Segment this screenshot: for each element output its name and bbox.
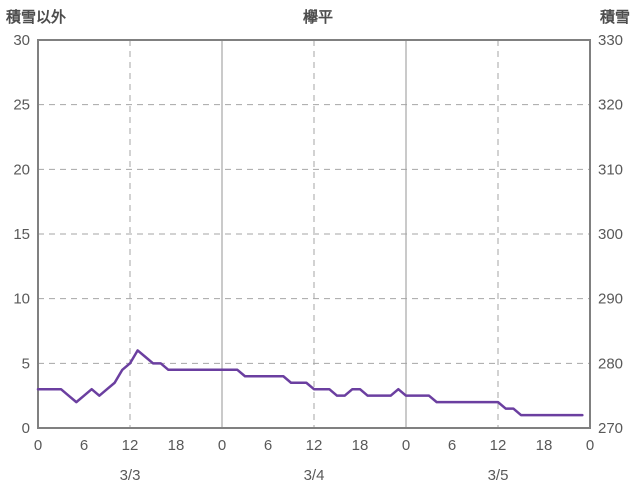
left-axis-tick-label: 5 (22, 355, 30, 372)
right-axis-tick-label: 280 (598, 355, 623, 372)
x-axis-hour-label: 12 (306, 437, 323, 454)
x-axis-date-label: 3/3 (120, 467, 141, 484)
x-axis-hour-label: 6 (264, 437, 272, 454)
right-axis-tick-label: 270 (598, 420, 623, 437)
right-axis-tick-label: 290 (598, 291, 623, 308)
x-axis-hour-label: 18 (168, 437, 185, 454)
x-axis-hour-label: 0 (402, 437, 410, 454)
x-axis-hour-label: 0 (34, 437, 42, 454)
left-axis-tick-label: 20 (13, 161, 30, 178)
left-axis-tick-label: 30 (13, 32, 30, 49)
right-axis-tick-label: 310 (598, 161, 623, 178)
chart-title: 欅平 (302, 9, 333, 26)
right-axis-tick-label: 300 (598, 226, 623, 243)
right-axis-tick-label: 320 (598, 97, 623, 114)
left-axis-tick-label: 0 (22, 420, 30, 437)
x-axis-date-label: 3/4 (304, 467, 325, 484)
left-axis-title: 積雪以外 (6, 9, 67, 26)
right-axis-title: 積雪 (599, 9, 630, 26)
x-axis-hour-label: 6 (80, 437, 88, 454)
x-axis-hour-label: 12 (122, 437, 139, 454)
x-axis-hour-label: 18 (536, 437, 553, 454)
x-axis-hour-label: 0 (218, 437, 226, 454)
x-axis-hour-label: 6 (448, 437, 456, 454)
left-axis-tick-label: 15 (13, 226, 30, 243)
right-axis-tick-label: 330 (598, 32, 623, 49)
x-axis-date-label: 3/5 (488, 467, 509, 484)
left-axis-tick-label: 10 (13, 291, 30, 308)
x-axis-hour-label: 18 (352, 437, 369, 454)
series-line (36, 349, 584, 417)
plot-border (37, 39, 591, 429)
left-axis-tick-label: 25 (13, 97, 30, 114)
x-axis-hour-label: 0 (586, 437, 594, 454)
x-axis-hour-label: 12 (490, 437, 507, 454)
